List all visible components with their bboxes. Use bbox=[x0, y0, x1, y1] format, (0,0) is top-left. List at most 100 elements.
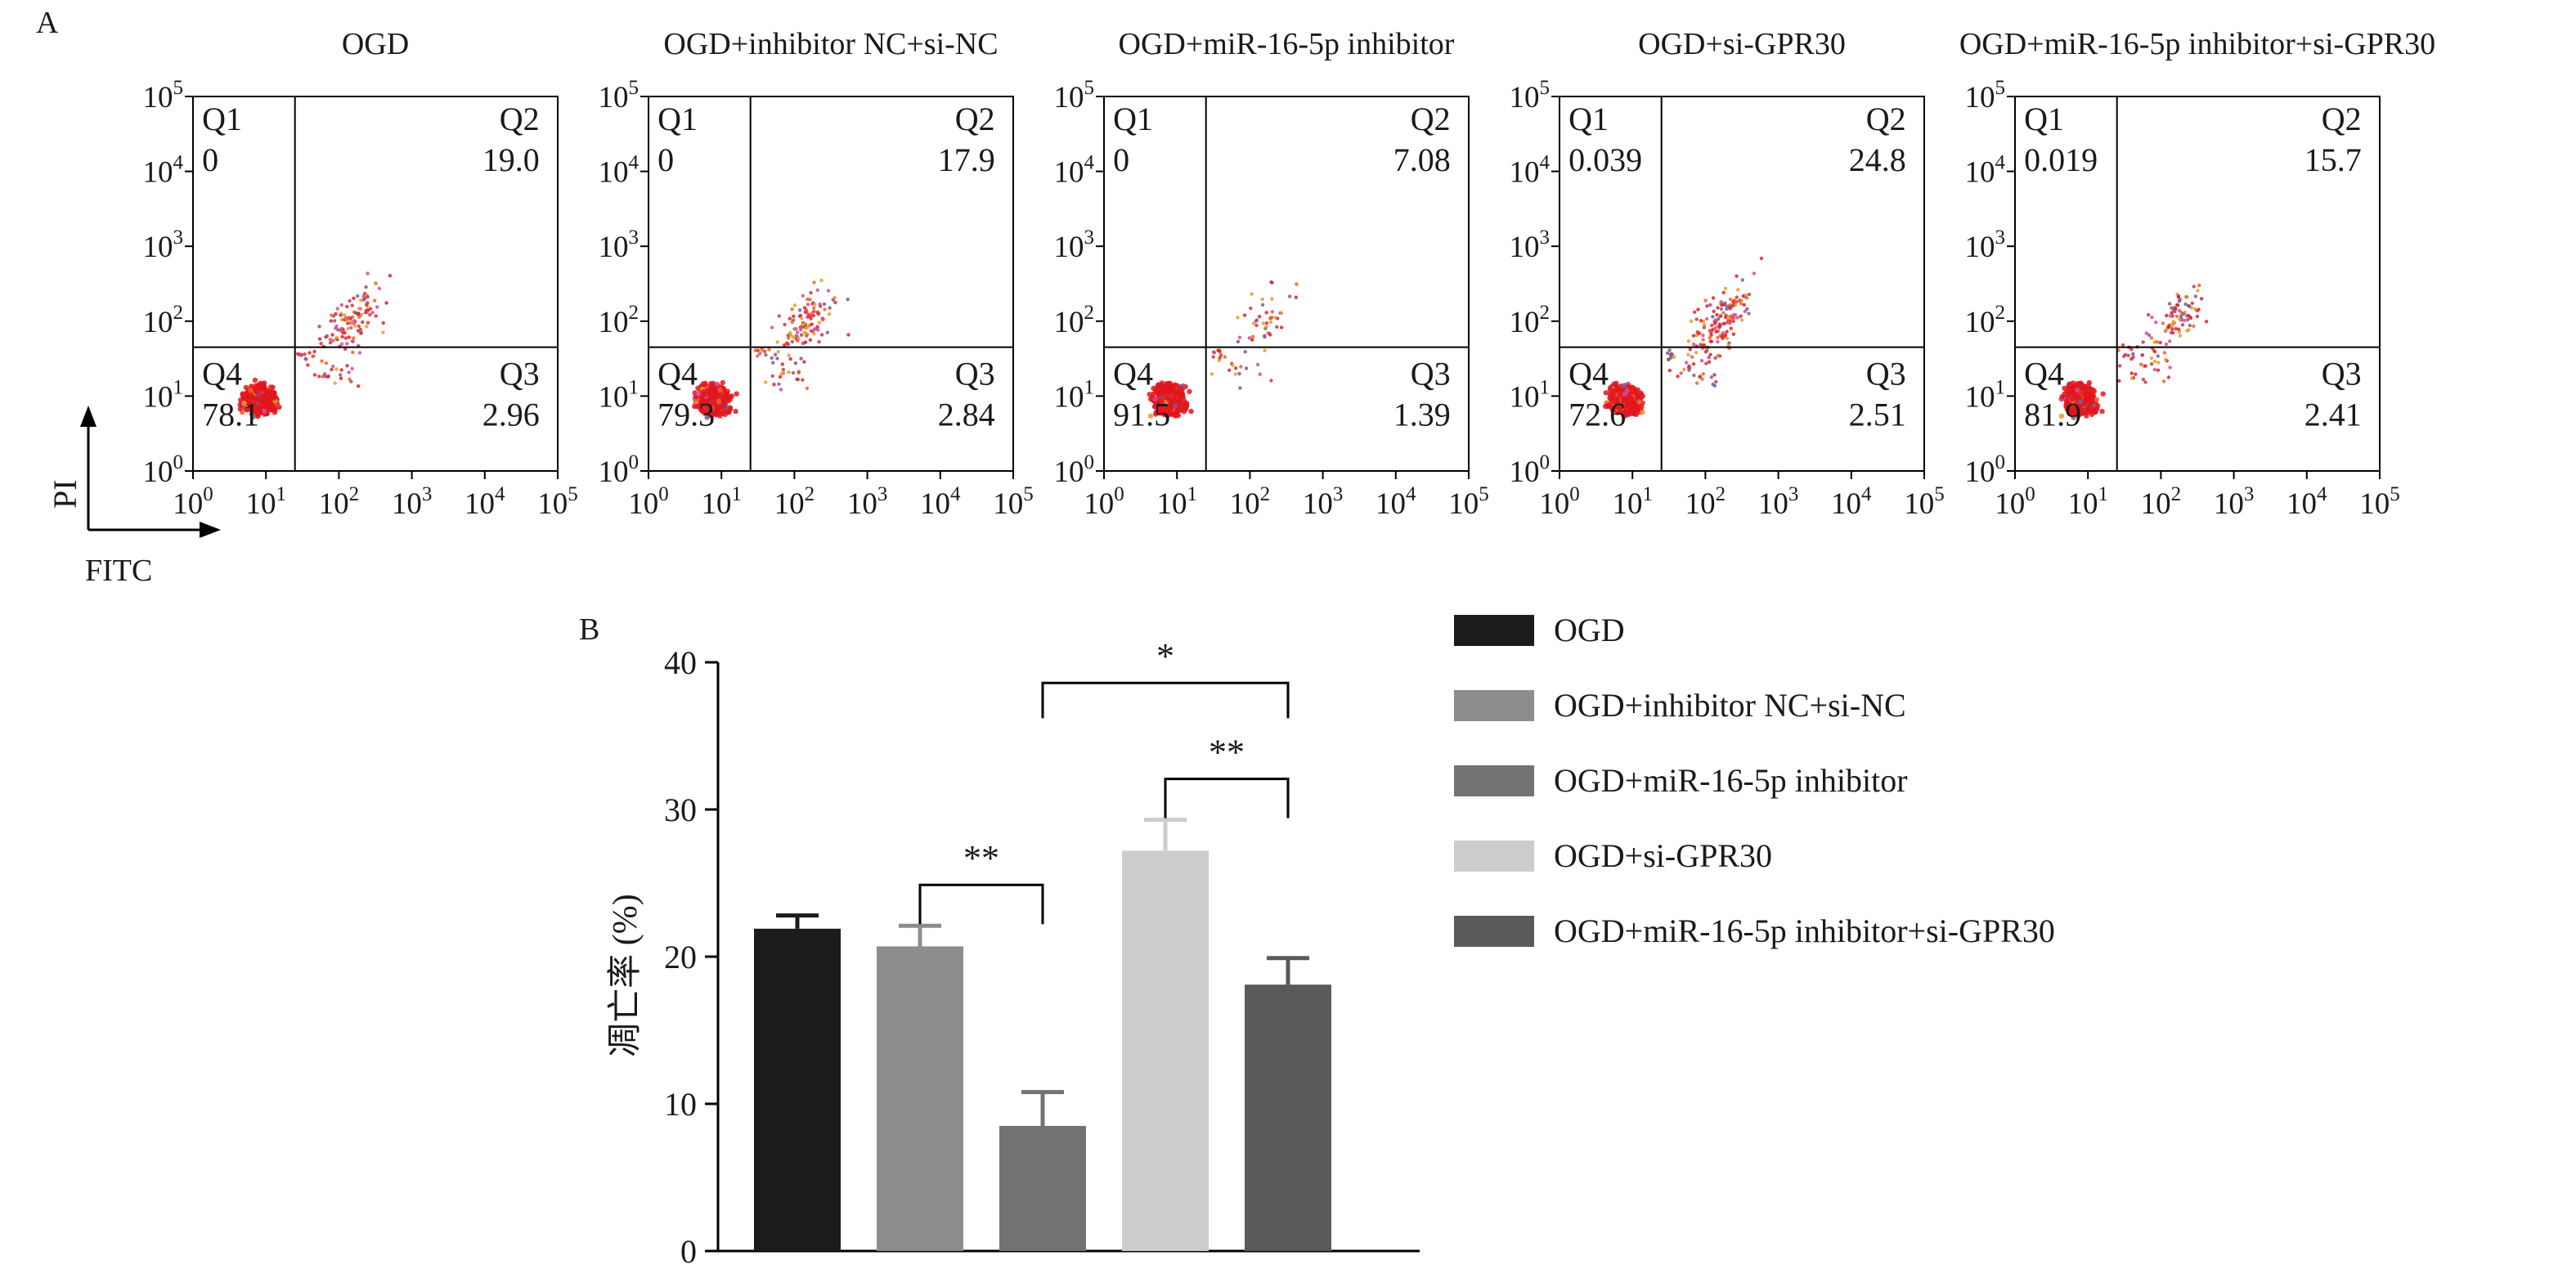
tick-base: 10 bbox=[1510, 156, 1540, 190]
flow-event-dot bbox=[756, 348, 760, 352]
tick-exponent: 4 bbox=[1084, 152, 1095, 174]
flow-event-dot bbox=[1696, 307, 1700, 312]
flow-event-dot bbox=[2131, 352, 2135, 356]
flow-event-dot bbox=[307, 351, 312, 355]
quadrant-percent-label: 0.039 bbox=[1568, 141, 1642, 178]
flow-event-dot bbox=[317, 337, 322, 341]
quadrant-name-label: Q1 bbox=[1113, 101, 1153, 137]
tick-exponent: 4 bbox=[1540, 152, 1551, 174]
flow-event-dot bbox=[796, 339, 800, 343]
flow-plot-1: OGDQ10Q219.0Q32.96Q478.11001001011011021… bbox=[143, 27, 578, 521]
flow-event-dot bbox=[1160, 390, 1166, 397]
tick-exponent: 4 bbox=[2317, 483, 2327, 505]
flow-event-dot bbox=[346, 316, 351, 321]
flow-event-dot bbox=[809, 290, 813, 295]
flow-event-dot bbox=[1665, 351, 1670, 355]
flow-event-dot bbox=[1239, 365, 1243, 369]
flow-event-dot bbox=[812, 303, 817, 307]
flow-event-dot bbox=[764, 352, 768, 357]
tick-exponent: 0 bbox=[1084, 451, 1095, 473]
tick-exponent: 2 bbox=[1540, 302, 1551, 324]
flow-event-dot bbox=[363, 311, 368, 315]
flow-event-dot bbox=[1669, 352, 1673, 356]
flow-event-dot bbox=[2186, 317, 2190, 322]
flow-event-dot bbox=[334, 367, 339, 371]
flow-event-dot bbox=[1736, 288, 1740, 292]
bar-legend: OGD OGD+inhibitor NC+si-NC OGD+miR-16-5p i… bbox=[1454, 612, 2055, 949]
tick-base: 10 bbox=[599, 306, 629, 339]
flow-event-dot bbox=[812, 306, 816, 310]
flow-event-dot bbox=[819, 333, 824, 337]
tick-exponent: 5 bbox=[1084, 77, 1095, 99]
flow-event-dot bbox=[257, 405, 263, 410]
flow-event-dot bbox=[1690, 355, 1694, 359]
flow-event-dot bbox=[1260, 303, 1265, 307]
flow-event-dot bbox=[357, 312, 361, 316]
flow-event-dot bbox=[1171, 398, 1178, 404]
flow-event-dot bbox=[1250, 334, 1255, 339]
flow-event-dot bbox=[812, 327, 816, 331]
flow-event-dot bbox=[1713, 356, 1717, 360]
flow-event-dot bbox=[1720, 334, 1724, 339]
legend-swatch bbox=[1454, 765, 1534, 796]
tick-base: 10 bbox=[1965, 455, 1995, 489]
flow-event-dot bbox=[372, 298, 377, 303]
flow-event-dot bbox=[709, 388, 716, 393]
bar-y-tick-label: 20 bbox=[664, 939, 697, 975]
flow-event-dot bbox=[800, 316, 804, 321]
flow-event-dot bbox=[1702, 325, 1707, 330]
flow-event-dot bbox=[303, 352, 307, 356]
tick-base: 10 bbox=[143, 231, 173, 264]
tick-base: 10 bbox=[143, 306, 173, 339]
flow-event-dot bbox=[1631, 411, 1637, 417]
flow-event-dot bbox=[760, 348, 764, 352]
flow-plots: OGDQ10Q219.0Q32.96Q478.11001001011011021… bbox=[143, 27, 2436, 521]
tick-base: 10 bbox=[1448, 487, 1479, 521]
quadrant-percent-label: 91.5 bbox=[1113, 397, 1170, 433]
flow-event-dot bbox=[1699, 319, 1703, 323]
flow-event-dot bbox=[1721, 311, 1726, 315]
flow-event-dot bbox=[349, 319, 353, 323]
quadrant-percent-label: 7.08 bbox=[1393, 141, 1451, 178]
flow-event-dot bbox=[339, 368, 343, 372]
flow-event-dot bbox=[2164, 342, 2169, 347]
flow-event-dot bbox=[381, 321, 385, 325]
flow-event-dot bbox=[352, 296, 356, 300]
flow-event-dot bbox=[2155, 340, 2159, 344]
flow-event-dot bbox=[692, 390, 698, 396]
tick-base: 10 bbox=[599, 231, 629, 264]
tick-exponent: 5 bbox=[629, 77, 640, 99]
tick-exponent: 4 bbox=[1406, 483, 1416, 505]
flow-event-dot bbox=[375, 305, 379, 309]
pi-axis-label: PI bbox=[47, 479, 83, 509]
x-tick-label: 104 bbox=[2287, 483, 2327, 521]
flow-event-dot bbox=[2180, 323, 2185, 327]
flow-event-dot bbox=[2126, 353, 2130, 357]
flow-event-dot bbox=[1709, 375, 1714, 379]
flow-event-dot bbox=[343, 313, 347, 317]
flow-event-dot bbox=[343, 330, 347, 335]
tick-exponent: 1 bbox=[173, 376, 184, 398]
flow-event-dot bbox=[323, 374, 327, 379]
legend-item: OGD+inhibitor NC+si-NC bbox=[1454, 687, 1906, 724]
tick-exponent: 5 bbox=[1934, 483, 1945, 505]
flow-event-dot bbox=[1264, 325, 1268, 329]
tick-base: 10 bbox=[143, 380, 173, 414]
flow-event-dot bbox=[2067, 381, 2072, 387]
flow-event-dot bbox=[2192, 324, 2196, 329]
bar-chart-ylabel: 凋亡率 (%) bbox=[606, 894, 644, 1056]
flow-plot-4: OGD+si-GPR30Q10.039Q224.8Q32.51Q472.6100… bbox=[1510, 27, 1945, 521]
fitc-axis-label: FITC bbox=[85, 554, 152, 588]
flow-event-dot bbox=[1238, 386, 1242, 390]
tick-base: 10 bbox=[1054, 455, 1084, 489]
tick-base: 10 bbox=[1510, 81, 1540, 114]
flow-event-dot bbox=[771, 361, 775, 365]
flow-event-dot bbox=[2152, 359, 2157, 364]
flow-event-dot bbox=[1276, 316, 1280, 321]
flow-event-dot bbox=[2168, 314, 2173, 318]
flow-event-dot bbox=[261, 393, 267, 399]
flow-event-dot bbox=[340, 334, 344, 339]
x-tick-label: 102 bbox=[319, 483, 360, 521]
flow-event-dot bbox=[319, 342, 323, 346]
